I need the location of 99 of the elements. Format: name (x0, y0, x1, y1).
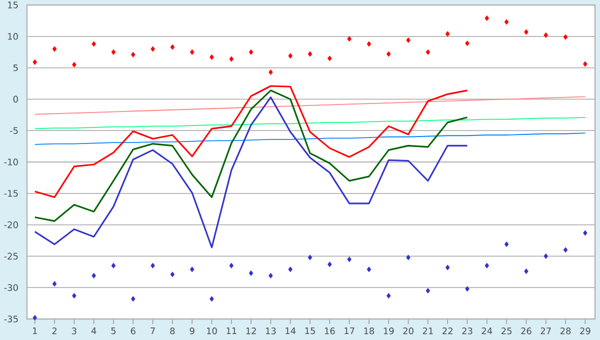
x-tick-label: 26 (521, 328, 532, 334)
y-tick-label: -15 (4, 190, 18, 197)
point (445, 31, 450, 37)
point (150, 46, 155, 52)
point (190, 49, 194, 55)
x-tick-label: 14 (286, 328, 296, 334)
point (32, 59, 38, 65)
point (130, 296, 136, 302)
point (583, 230, 588, 236)
point (406, 254, 410, 260)
point (229, 262, 234, 268)
point (130, 52, 136, 58)
x-tick-label: 7 (150, 328, 155, 334)
y-tick-label: -10 (4, 158, 18, 166)
point (328, 262, 332, 268)
y-tick-label: 10 (8, 33, 18, 40)
point (484, 15, 490, 21)
x-tick-label: 11 (226, 328, 236, 334)
point (347, 256, 352, 262)
point (406, 37, 410, 43)
x-tick-label: 2 (52, 328, 56, 334)
x-tick-label: 6 (130, 328, 136, 334)
x-tick-label: 4 (91, 328, 96, 334)
x-tick-label: 18 (364, 328, 374, 334)
point (288, 266, 293, 272)
point (366, 41, 372, 47)
point (170, 44, 175, 50)
y-tick-label: -20 (4, 221, 18, 228)
y-tick-label: -30 (4, 284, 18, 291)
point (248, 49, 254, 55)
point (111, 49, 116, 55)
point (563, 247, 568, 253)
point (426, 49, 430, 55)
point (347, 36, 352, 42)
point (504, 241, 509, 248)
point (386, 292, 391, 299)
point (248, 270, 254, 276)
x-tick-label: 5 (111, 328, 116, 334)
x-tick-label: 23 (462, 328, 472, 334)
line-series (34, 96, 468, 248)
point (92, 41, 96, 47)
x-tick-label: 27 (540, 328, 551, 334)
x-tick-label: 21 (422, 328, 433, 334)
point (170, 272, 175, 278)
point (563, 34, 568, 40)
x-tick-label: 19 (384, 328, 394, 334)
y-tick-label: 15 (8, 2, 18, 8)
point (445, 264, 450, 270)
x-tick-label: 9 (190, 328, 194, 334)
y-tick-label: -5 (10, 127, 18, 134)
x-tick-label: 28 (560, 328, 571, 334)
point (52, 281, 57, 287)
point (111, 262, 116, 268)
x-tick-label: 17 (344, 328, 354, 334)
x-tick-label: 12 (246, 328, 256, 334)
point (308, 254, 312, 260)
point (229, 56, 234, 62)
y-tick-label: 0 (13, 96, 18, 103)
point (583, 61, 588, 67)
point (92, 272, 96, 278)
point (465, 286, 470, 292)
point (366, 266, 372, 272)
point (386, 51, 391, 57)
point (268, 69, 273, 75)
point (210, 296, 214, 302)
point (544, 32, 548, 38)
x-tick-label: 20 (403, 328, 414, 334)
y-tick-label: 5 (13, 64, 18, 72)
point (504, 19, 509, 25)
y-tick-label: -25 (4, 252, 18, 260)
point (288, 53, 293, 59)
x-tick-label: 13 (266, 328, 276, 334)
point (150, 262, 155, 268)
point (465, 40, 470, 46)
x-tick-label: 3 (72, 328, 76, 334)
point (32, 314, 38, 321)
point (426, 288, 430, 294)
y-tick-label: -35 (4, 316, 18, 322)
x-tick-label: 29 (580, 328, 590, 334)
x-tick-label: 10 (207, 328, 217, 334)
x-tick-label: 22 (442, 328, 452, 334)
line-series (34, 90, 468, 222)
point (268, 272, 273, 278)
point (524, 29, 528, 35)
x-tick-label: 24 (482, 328, 492, 334)
point (72, 62, 76, 68)
point (328, 56, 332, 62)
point (484, 262, 490, 268)
x-tick-label: 15 (305, 328, 315, 334)
line-series (34, 85, 468, 198)
x-tick-label: 8 (170, 328, 175, 334)
x-tick-label: 25 (502, 328, 512, 334)
point (210, 54, 214, 60)
x-tick-label: 1 (32, 328, 37, 334)
x-tick-label: 16 (324, 328, 335, 334)
point (544, 253, 548, 259)
point (190, 266, 194, 272)
point (308, 51, 312, 57)
point (52, 46, 57, 52)
